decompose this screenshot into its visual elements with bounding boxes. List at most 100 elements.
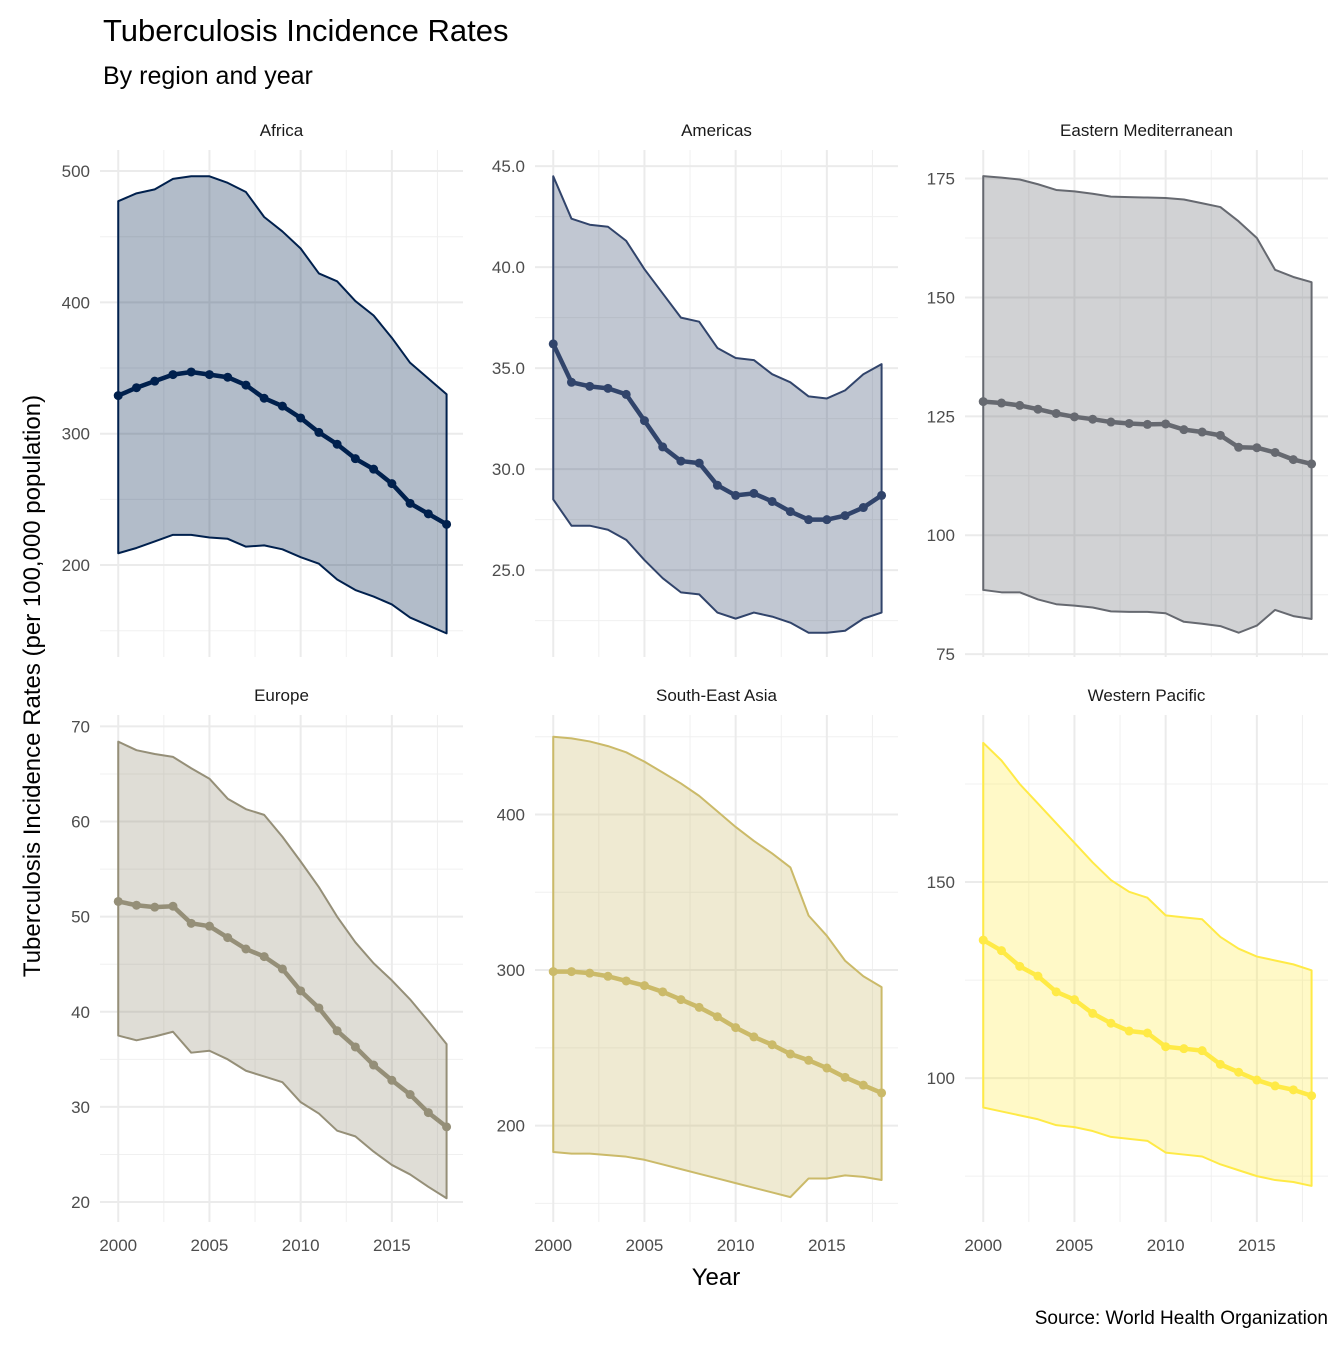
- data-point: [1033, 404, 1043, 414]
- data-point: [314, 1003, 324, 1013]
- data-point: [621, 389, 631, 399]
- data-point: [350, 454, 360, 464]
- y-tick-label: 100: [927, 1069, 955, 1088]
- caption: Source: World Health Organization: [1035, 1308, 1328, 1329]
- facet-south-east-asia: 200 300 400 2000 2005 2010 2015 South-East Asia: [497, 686, 898, 1255]
- data-point: [1106, 1018, 1116, 1028]
- data-point: [822, 1063, 832, 1073]
- data-point: [1179, 1044, 1189, 1054]
- y-tick-label: 75: [936, 645, 955, 664]
- data-point: [1106, 417, 1116, 427]
- data-point: [277, 964, 287, 974]
- data-point: [731, 1023, 741, 1033]
- data-point: [676, 456, 686, 466]
- y-tick-label: 70: [71, 717, 90, 736]
- data-point: [1270, 447, 1280, 457]
- data-point: [877, 490, 887, 500]
- data-point: [603, 383, 613, 393]
- data-point: [405, 498, 415, 508]
- data-point: [1234, 442, 1244, 452]
- data-point: [1015, 400, 1025, 410]
- facet-americas: 25.0 30.0 35.0 40.0 45.0 Americas: [492, 121, 898, 657]
- data-point: [785, 507, 795, 517]
- y-tick-label: 300: [62, 425, 90, 444]
- data-point: [548, 339, 558, 349]
- data-point: [186, 918, 196, 928]
- data-point: [1142, 1028, 1152, 1038]
- data-point: [858, 1080, 868, 1090]
- data-point: [223, 372, 233, 382]
- data-point: [877, 1088, 887, 1098]
- data-point: [1307, 459, 1317, 469]
- data-point: [1088, 414, 1098, 424]
- data-point: [658, 442, 668, 452]
- data-point: [712, 480, 722, 490]
- y-axis-label: Tuberculosis Incidence Rates (per 100,00…: [19, 395, 46, 977]
- y-tick-label: 60: [71, 813, 90, 832]
- data-point: [804, 1055, 814, 1065]
- y-tick-label: 200: [497, 1117, 525, 1136]
- data-point: [566, 967, 576, 977]
- data-point: [186, 367, 196, 377]
- data-point: [277, 401, 287, 411]
- data-point: [749, 1032, 759, 1042]
- data-point: [1033, 971, 1043, 981]
- data-point: [639, 416, 649, 426]
- data-point: [1197, 1046, 1207, 1056]
- x-tick-label: 2000: [534, 1236, 572, 1255]
- facet-strip-label: Western Pacific: [1088, 686, 1206, 705]
- data-point: [259, 393, 269, 403]
- y-tick-label: 400: [62, 293, 90, 312]
- data-point: [785, 1049, 795, 1059]
- data-point: [1088, 1008, 1098, 1018]
- data-point: [603, 971, 613, 981]
- x-tick-label: 2010: [1147, 1236, 1185, 1255]
- x-tick-label: 2005: [1056, 1236, 1094, 1255]
- data-point: [369, 1060, 379, 1070]
- x-tick-label: 2005: [626, 1236, 664, 1255]
- data-point: [767, 496, 777, 506]
- data-point: [1215, 430, 1225, 440]
- facet-strip-label: Africa: [260, 121, 304, 140]
- y-tick-label: 175: [927, 170, 955, 189]
- x-axis-label: Year: [692, 1264, 741, 1291]
- data-point: [113, 391, 123, 401]
- x-tick-label: 2000: [964, 1236, 1002, 1255]
- y-tick-label: 35.0: [492, 359, 525, 378]
- facet-eastern-mediterranean: 75 100 125 150 175 Eastern Mediterranean: [927, 121, 1328, 664]
- data-point: [996, 398, 1006, 408]
- data-point: [978, 935, 988, 945]
- y-tick-label: 400: [497, 806, 525, 825]
- data-point: [566, 377, 576, 387]
- data-point: [1307, 1091, 1317, 1101]
- facet-strip-label: Europe: [254, 686, 309, 705]
- y-tick-label: 30.0: [492, 460, 525, 479]
- y-tick-label: 45.0: [492, 157, 525, 176]
- x-tick-label: 2015: [373, 1236, 411, 1255]
- data-point: [1215, 1059, 1225, 1069]
- data-point: [405, 1090, 415, 1100]
- data-point: [978, 397, 988, 407]
- data-point: [314, 427, 324, 437]
- data-point: [332, 439, 342, 449]
- data-point: [858, 503, 868, 513]
- data-point: [113, 896, 123, 906]
- data-point: [131, 900, 141, 910]
- data-point: [621, 976, 631, 986]
- data-point: [150, 902, 160, 912]
- data-point: [423, 509, 433, 519]
- data-point: [332, 1026, 342, 1036]
- y-tick-label: 20: [71, 1193, 90, 1212]
- data-point: [676, 995, 686, 1005]
- data-point: [1197, 427, 1207, 437]
- confidence-band: [982, 741, 1313, 1187]
- data-point: [150, 376, 160, 386]
- data-point: [168, 901, 178, 911]
- data-point: [1179, 425, 1189, 435]
- data-point: [840, 511, 850, 521]
- data-point: [1124, 1026, 1134, 1036]
- data-point: [694, 1002, 704, 1012]
- y-tick-label: 30: [71, 1098, 90, 1117]
- data-point: [241, 380, 251, 390]
